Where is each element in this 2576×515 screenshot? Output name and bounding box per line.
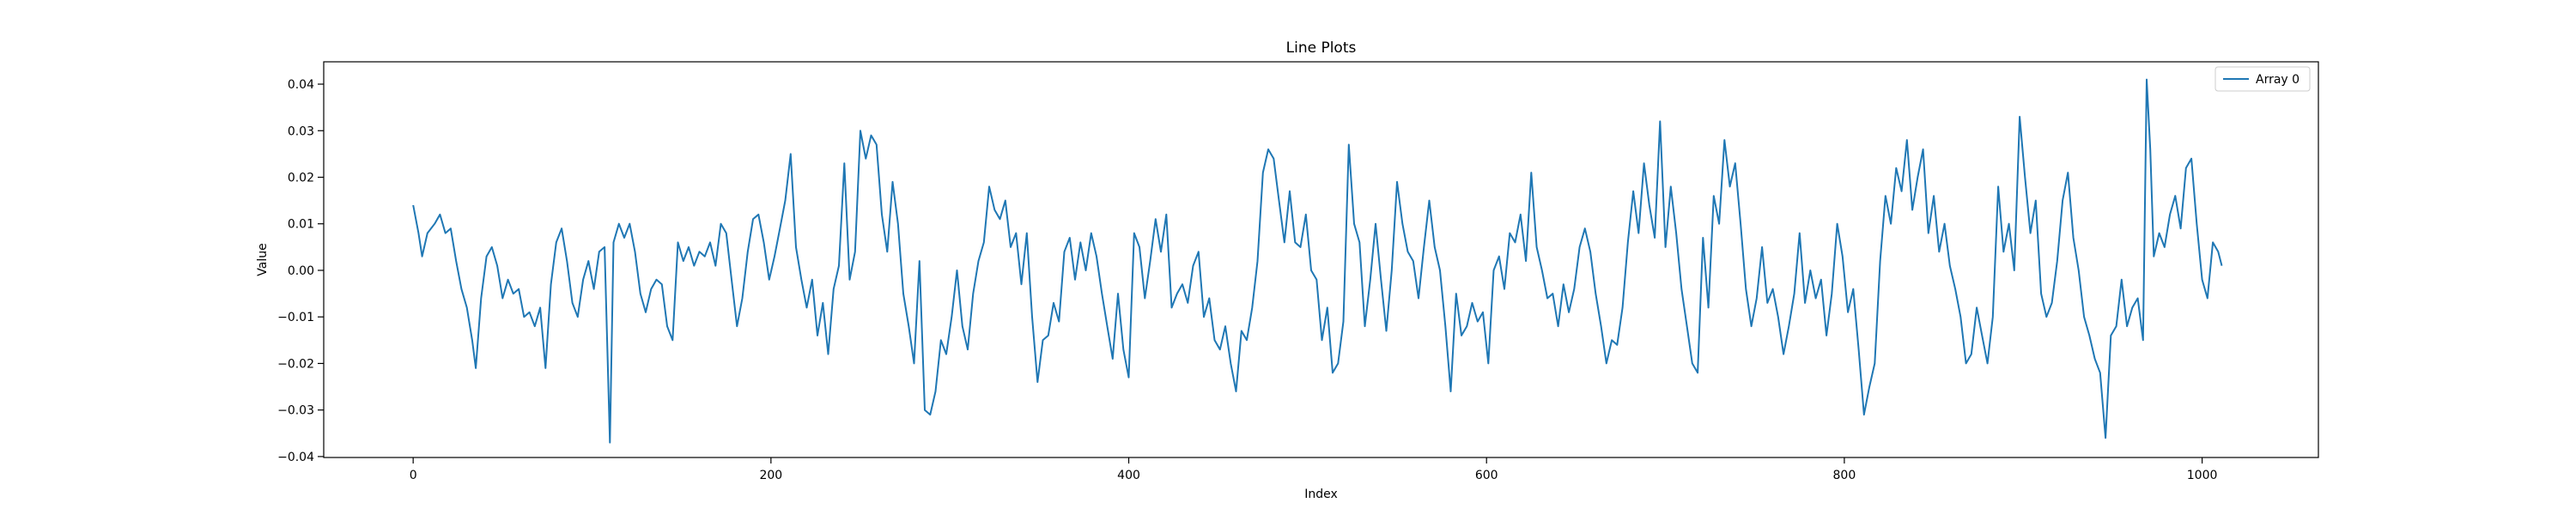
y-tick-label: −0.03 [277, 404, 314, 418]
plot-frame [323, 61, 2319, 458]
x-tick-label: 200 [759, 469, 782, 482]
y-tick-label: 0.00 [288, 264, 314, 278]
y-tick-label: −0.01 [277, 311, 314, 324]
y-tick-label: −0.04 [277, 451, 314, 464]
legend-box [2215, 66, 2311, 92]
x-axis-label: Index [1304, 488, 1338, 501]
series-line-array-0 [412, 78, 2223, 444]
y-tick-label: −0.02 [277, 357, 314, 371]
x-tick-label: 1000 [2187, 469, 2218, 482]
y-tick-label: 0.04 [288, 78, 314, 92]
legend: Array 0 [2215, 66, 2311, 92]
y-axis-label: Value [256, 243, 270, 276]
y-tick-label: 0.01 [288, 218, 314, 232]
chart-title: Line Plots [1286, 39, 1357, 57]
x-tick-label: 600 [1475, 469, 1498, 482]
x-tick-label: 0 [410, 469, 417, 482]
x-tick-label: 400 [1117, 469, 1140, 482]
y-tick-label: 0.03 [288, 124, 314, 138]
x-tick-label: 800 [1833, 469, 1856, 482]
legend-label-array-0: Array 0 [2256, 73, 2300, 87]
plot-area: 0 200 400 600 800 1000 −0.04 −0.03 −0.02 −0.01 0.0… [277, 61, 2319, 482]
y-tick-label: 0.02 [288, 172, 314, 185]
